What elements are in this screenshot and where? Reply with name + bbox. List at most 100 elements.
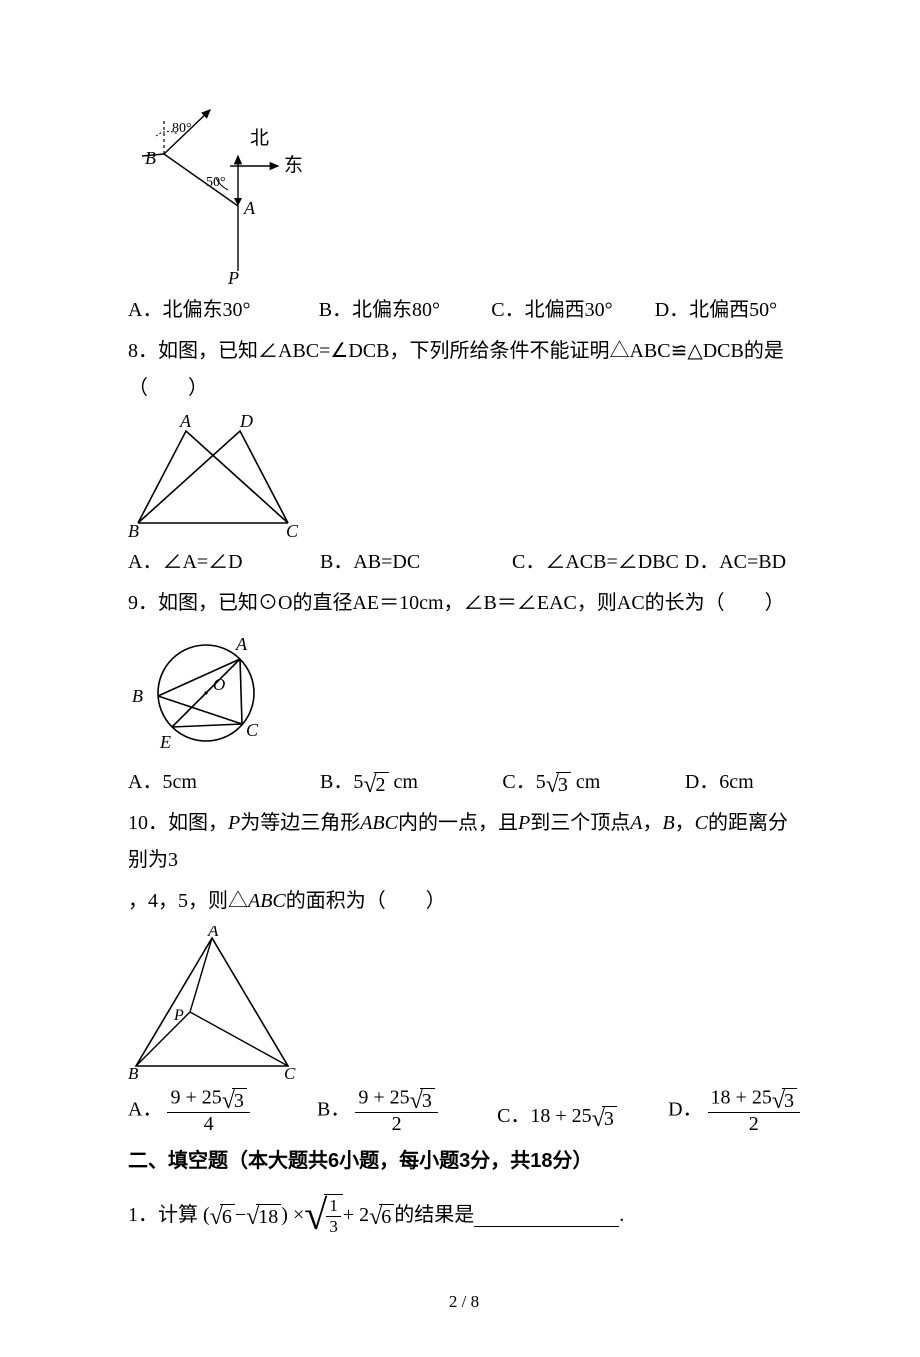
q10-opt-a: A． 9 + 25√3 4 [128,1087,317,1135]
svg-text:B: B [132,686,143,706]
frac: 9 + 25√3 4 [167,1087,249,1135]
q8-opt-d: D．AC=BD [685,544,800,581]
q8-figure: A D B C [128,413,800,538]
t: 1 [326,1197,341,1217]
t: ， [675,812,695,834]
t: 9 + [358,1087,389,1109]
sqrt-icon: √3 [772,1087,797,1111]
t: 18 [256,1204,281,1227]
svg-text:C: C [284,1064,296,1081]
sqrt-icon: √2 [363,771,388,795]
q10-figure: A B C P [128,926,800,1081]
var-ABC: ABC [360,812,398,834]
q9-opt-c: C．5√3 cm [502,764,684,801]
q9-svg: O A B C E [128,628,278,758]
svg-text:D: D [239,413,253,431]
q9-opt-a: A．5cm [128,764,320,801]
q9-figure: O A B C E [128,628,800,758]
t: 4 [167,1113,249,1135]
t: 25 [390,1087,410,1109]
t: 25 [202,1087,222,1109]
q7-options: A．北偏东30° B．北偏东80° C．北偏西30° D．北偏西50° [128,292,800,329]
t: 的面积为（ ） [286,890,446,912]
t: ，4，5，则△ [128,890,248,912]
section2-heading: 二、填空题（本大题共6小题，每小题3分，共18分） [128,1143,800,1180]
svg-text:A: A [243,198,256,218]
sqrt-icon: √18 [246,1203,281,1227]
page: 80° 50° B A P 北 东 A．北偏东30° B．北偏东80° C．北偏… [0,0,920,1357]
q10-opt-c: C．18 + 25√3 [497,1098,668,1135]
q7-opt-a: A．北偏东30° [128,292,319,329]
q8-stem: 8．如图，已知∠ABC=∠DCB，下列所给条件不能证明△ABC≌△DCB的是（ … [128,333,800,407]
t: 2 [708,1113,800,1135]
sqrt-icon: √3 [546,771,571,795]
t: ) × [281,1197,304,1234]
svg-text:B: B [128,1064,139,1081]
var-B: B [662,812,674,834]
q9-options: A．5cm B．5√2 cm C．5√3 cm D．6cm [128,764,800,801]
svg-text:O: O [213,675,225,694]
q9b-pre: B．5 [320,771,363,793]
q9b-suf: cm [389,771,418,793]
q7-opt-d: D．北偏西50° [655,292,800,329]
t: + 2 [343,1197,369,1234]
q7-opt-b: B．北偏东80° [319,292,492,329]
svg-text:A: A [207,926,219,940]
sqrt-icon: √3 [222,1087,247,1111]
svg-text:B: B [145,148,156,168]
q10-opt-b: B． 9 + 25√3 2 [317,1087,497,1135]
q8-svg: A D B C [128,413,318,538]
svg-text:C: C [286,521,299,538]
q7-figure: 80° 50° B A P 北 东 [128,106,800,286]
q7-opt-c: C．北偏西30° [491,292,654,329]
t: 2 [355,1113,437,1135]
t: 10．如图， [128,812,228,834]
t: − [235,1197,246,1234]
var-P: P [228,812,240,834]
sqrt-icon: √3 [410,1087,435,1111]
q10-stem-line1: 10．如图，P为等边三角形ABC内的一点，且P到三个顶点A，B，C的距离分别为3 [128,805,800,879]
q10-stem-line2: ，4，5，则△ABC的面积为（ ） [128,883,800,920]
t: 3 [326,1217,341,1236]
pre: C． [497,1105,530,1127]
sqrt-frac-icon: √ 1 3 [304,1194,343,1236]
svg-text:P: P [173,1007,184,1024]
q10-opt-d: D． 18 + 25√3 2 [668,1087,800,1135]
svg-text:P: P [227,268,239,286]
blank-underline [474,1204,619,1227]
sqrt-icon: √6 [369,1203,394,1227]
t: 的结果是 [394,1197,474,1234]
svg-text:东: 东 [284,154,303,176]
svg-text:50°: 50° [206,175,226,190]
t: 25 [752,1087,772,1109]
t: 9 + [170,1087,201,1109]
q9-opt-b: B．5√2 cm [320,764,502,801]
t: 1．计算 ( [128,1197,210,1234]
t: . [619,1197,624,1234]
q9-opt-d: D．6cm [685,764,800,801]
frac: 9 + 25√3 2 [355,1087,437,1135]
var-ABC2: ABC [248,890,286,912]
svg-text:A: A [235,634,248,654]
pre: B． [317,1099,350,1121]
q10-svg: A B C P [128,926,298,1081]
q8-opt-c: C．∠ACB=∠DBC [512,544,685,581]
t: 18 + [711,1087,752,1109]
t: 到三个顶点 [530,812,630,834]
svg-text:B: B [128,521,139,538]
svg-text:80°: 80° [172,121,192,136]
t: ， [642,812,662,834]
q8-opt-b: B．AB=DC [320,544,512,581]
sqrt-icon: √3 [592,1105,617,1129]
q8-options: A．∠A=∠D B．AB=DC C．∠ACB=∠DBC D．AC=BD [128,544,800,581]
svg-text:A: A [179,413,192,431]
q9c-suf: cm [571,771,600,793]
fill1: 1．计算 ( √6 − √18 ) × √ 1 3 + 2 √6 的结果是 . [128,1194,800,1236]
var-A: A [630,812,642,834]
q9-stem: 9．如图，已知⊙O的直径AE＝10cm，∠B＝∠EAC，则AC的长为（ ） [128,585,800,622]
t: 内的一点，且 [398,812,518,834]
svg-text:C: C [246,720,259,740]
svg-text:北: 北 [250,127,269,149]
frac: 18 + 25√3 2 [708,1087,800,1135]
q8-opt-a: A．∠A=∠D [128,544,320,581]
